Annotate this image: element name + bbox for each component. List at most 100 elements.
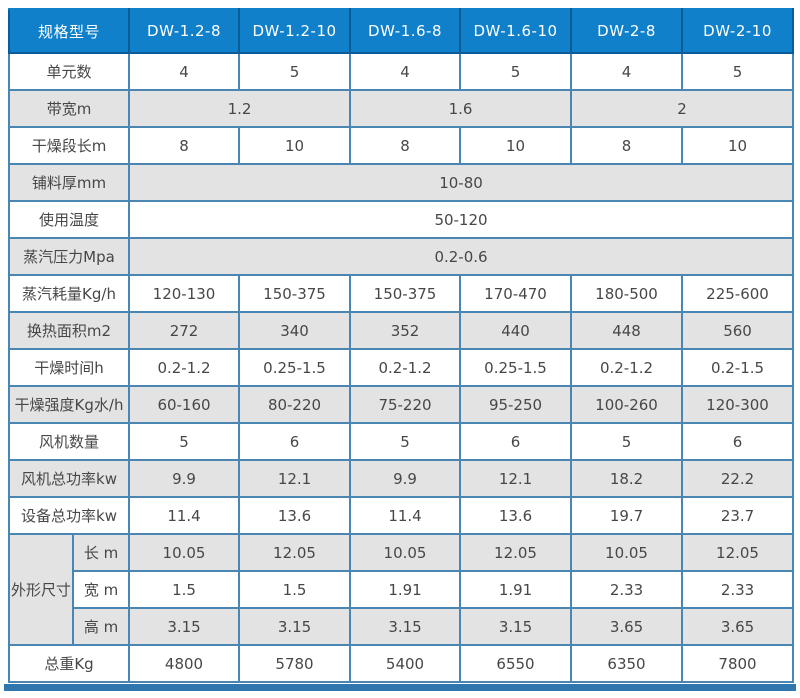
model-header-cell: DW-2-10 [681, 8, 795, 54]
row-label: 总重Kg [7, 644, 131, 683]
value-cell: 448 [570, 311, 684, 350]
value-cell: 4800 [128, 644, 241, 683]
header-row: 规格型号 DW-1.2-8 DW-1.2-10 DW-1.6-8 DW-1.6-10 D… [7, 8, 795, 54]
value-cell: 18.2 [570, 459, 684, 498]
dim-sub-label: 宽 m [71, 570, 131, 609]
value-cell: 9.9 [349, 459, 462, 498]
value-cell: 6550 [459, 644, 573, 683]
row-label: 使用温度 [7, 200, 131, 239]
value-cell: 3.15 [459, 607, 573, 646]
table-row: 带宽m 1.2 1.6 2 [7, 89, 795, 128]
value-cell: 1.6 [349, 89, 573, 128]
table-row: 蒸汽耗量Kg/h 120-130 150-375 150-375 170-470 180-… [7, 274, 795, 313]
value-cell: 12.1 [459, 459, 573, 498]
value-cell: 23.7 [681, 496, 795, 535]
value-cell: 3.15 [349, 607, 462, 646]
value-cell: 1.91 [459, 570, 573, 609]
value-cell: 560 [681, 311, 795, 350]
value-cell: 5 [570, 422, 684, 461]
table-row: 风机数量 5 6 5 6 5 6 [7, 422, 795, 461]
model-header-cell: DW-1.2-10 [238, 8, 352, 54]
value-cell: 3.65 [570, 607, 684, 646]
value-cell: 225-600 [681, 274, 795, 313]
value-cell: 180-500 [570, 274, 684, 313]
value-cell: 95-250 [459, 385, 573, 424]
value-cell: 11.4 [128, 496, 241, 535]
value-cell: 2 [570, 89, 795, 128]
value-cell: 5 [681, 52, 795, 91]
value-cell: 1.91 [349, 570, 462, 609]
value-cell: 2.33 [570, 570, 684, 609]
row-label: 干燥强度Kg水/h [7, 385, 131, 424]
table-row: 干燥强度Kg水/h 60-160 80-220 75-220 95-250 100-260… [7, 385, 795, 424]
row-label: 风机数量 [7, 422, 131, 461]
row-label: 带宽m [7, 89, 131, 128]
value-cell: 8 [128, 126, 241, 165]
value-cell: 80-220 [238, 385, 352, 424]
table-row: 宽 m 1.5 1.5 1.91 1.91 2.33 2.33 [9, 570, 795, 609]
value-cell: 0.2-1.2 [128, 348, 241, 387]
model-header-cell: DW-1.2-8 [128, 8, 241, 54]
value-cell: 8 [570, 126, 684, 165]
dim-sub-label: 高 m [71, 607, 131, 646]
value-cell: 5400 [349, 644, 462, 683]
value-cell: 50-120 [128, 200, 795, 239]
value-cell: 3.65 [681, 607, 795, 646]
table-row: 外形尺寸长 m 10.05 12.05 10.05 12.05 10.05 12.05 [8, 533, 795, 646]
model-header-cell: DW-2-8 [570, 8, 684, 54]
row-label: 蒸汽压力Mpa [7, 237, 131, 276]
value-cell: 340 [238, 311, 352, 350]
row-label: 铺料厚mm [7, 163, 131, 202]
value-cell: 75-220 [349, 385, 462, 424]
dim-group-label: 外形尺寸 [8, 533, 74, 646]
value-cell: 10-80 [128, 163, 795, 202]
table-row: 蒸汽压力Mpa 0.2-0.6 [7, 237, 795, 276]
value-cell: 272 [128, 311, 241, 350]
dim-sub-label: 长 m [71, 533, 131, 572]
value-cell: 1.5 [128, 570, 241, 609]
table-body: 单元数 4 5 4 5 4 5 带宽m 1.2 1.6 2 干燥段长m 8 10 8 10 8 10 铺料厚mm 10… [7, 52, 795, 683]
table-row: 风机总功率kw 9.9 12.1 9.9 12.1 18.2 22.2 [7, 459, 795, 498]
value-cell: 5780 [238, 644, 352, 683]
table-row: 单元数 4 5 4 5 4 5 [7, 52, 795, 91]
table-row: 干燥时间h 0.2-1.2 0.25-1.5 0.2-1.2 0.25-1.5 0.2-1… [7, 348, 795, 387]
table-row: 使用温度 50-120 [7, 200, 795, 239]
value-cell: 4 [128, 52, 241, 91]
page: 规格型号 DW-1.2-8 DW-1.2-10 DW-1.6-8 DW-1.6-10 D… [0, 8, 800, 698]
row-label: 风机总功率kw [7, 459, 131, 498]
row-label: 设备总功率kw [7, 496, 131, 535]
model-header-cell: DW-1.6-8 [349, 8, 462, 54]
value-cell: 10 [238, 126, 352, 165]
value-cell: 19.7 [570, 496, 684, 535]
value-cell: 0.2-0.6 [128, 237, 795, 276]
value-cell: 6350 [570, 644, 684, 683]
value-cell: 10 [681, 126, 795, 165]
value-cell: 6 [238, 422, 352, 461]
value-cell: 0.25-1.5 [459, 348, 573, 387]
value-cell: 0.25-1.5 [238, 348, 352, 387]
table-header: 规格型号 DW-1.2-8 DW-1.2-10 DW-1.6-8 DW-1.6-10 D… [7, 8, 795, 54]
value-cell: 5 [128, 422, 241, 461]
value-cell: 0.2-1.2 [349, 348, 462, 387]
table-corner-header: 规格型号 [7, 8, 131, 54]
value-cell: 8 [349, 126, 462, 165]
value-cell: 13.6 [238, 496, 352, 535]
value-cell: 6 [459, 422, 573, 461]
value-cell: 12.1 [238, 459, 352, 498]
value-cell: 10.05 [570, 533, 684, 572]
value-cell: 7800 [681, 644, 795, 683]
value-cell: 10.05 [128, 533, 241, 572]
value-cell: 6 [681, 422, 795, 461]
value-cell: 12.05 [681, 533, 795, 572]
value-cell: 120-130 [128, 274, 241, 313]
value-cell: 150-375 [238, 274, 352, 313]
value-cell: 2.33 [681, 570, 795, 609]
bottom-bar [4, 684, 796, 691]
value-cell: 60-160 [128, 385, 241, 424]
spec-table: 规格型号 DW-1.2-8 DW-1.2-10 DW-1.6-8 DW-1.6-10 D… [7, 8, 795, 683]
value-cell: 4 [570, 52, 684, 91]
table-row: 干燥段长m 8 10 8 10 8 10 [7, 126, 795, 165]
value-cell: 170-470 [459, 274, 573, 313]
value-cell: 5 [459, 52, 573, 91]
value-cell: 5 [349, 422, 462, 461]
